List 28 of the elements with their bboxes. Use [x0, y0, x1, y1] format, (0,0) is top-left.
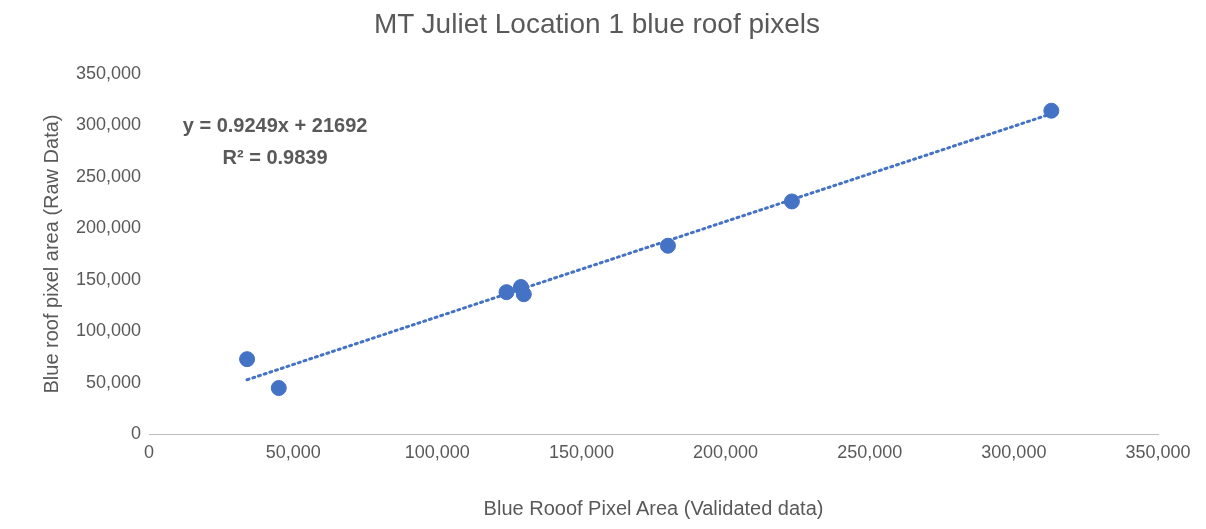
x-tick-label: 100,000 [404, 442, 470, 463]
x-tick-label: 350,000 [1125, 442, 1191, 463]
y-tick-label: 50,000 [86, 371, 142, 392]
point [659, 237, 676, 254]
y-tick-label: 150,000 [75, 268, 142, 289]
x-tick-label: 150,000 [548, 442, 615, 463]
annotation: y = 0.9249x + 21692 [182, 114, 368, 137]
x-tick-label: 0 [144, 442, 155, 463]
point [239, 351, 256, 368]
x-tick-label: 300,000 [981, 442, 1047, 463]
x-tick-label: 200,000 [693, 442, 759, 463]
point [1043, 102, 1060, 119]
y-tick-label: 0 [131, 423, 142, 444]
y-tick-label: 300,000 [75, 114, 142, 135]
chart-title: MT Juliet Location 1 blue roof pixels [373, 7, 821, 39]
y-axis-title: Blue roof pixel area (Raw Data) [39, 114, 62, 394]
y-tick-label: 250,000 [75, 165, 142, 186]
y-tick-label: 200,000 [75, 217, 142, 238]
y-tick-label: 100,000 [75, 320, 142, 341]
x-tick-label: 50,000 [265, 442, 321, 463]
point [270, 380, 287, 397]
x-axis-title: Blue Rooof Pixel Area (Validated data) [483, 496, 824, 519]
point [498, 284, 515, 301]
x-tick-label: 250,000 [837, 442, 903, 463]
point [783, 193, 800, 210]
y-tick-label: 350,000 [75, 62, 142, 83]
annotation: R² = 0.9839 [222, 146, 328, 169]
point [515, 286, 532, 303]
